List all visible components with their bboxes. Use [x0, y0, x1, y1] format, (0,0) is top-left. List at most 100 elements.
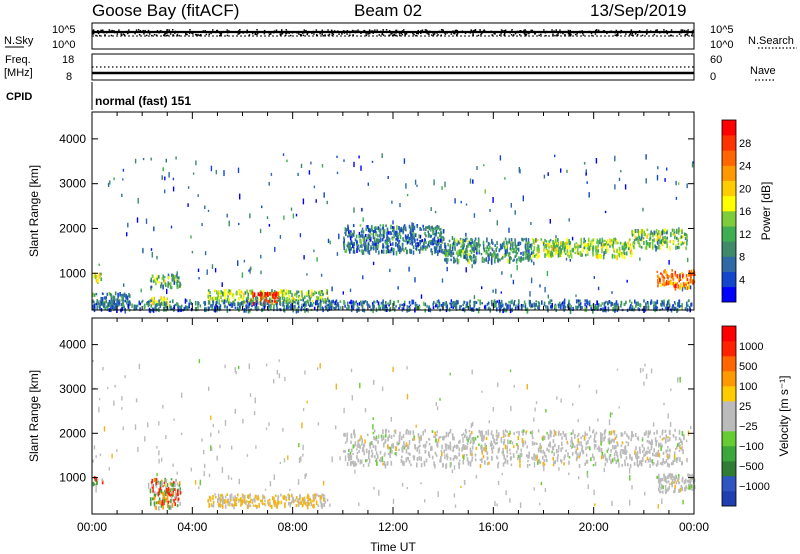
echo-cell	[562, 431, 564, 435]
nsky-point	[606, 32, 608, 35]
echo-cell	[370, 455, 373, 458]
echo-cell	[251, 299, 254, 303]
echo-cell	[622, 449, 624, 455]
echo-cell	[643, 447, 645, 452]
echo-cell	[440, 304, 443, 307]
echo-cell	[175, 274, 177, 280]
echo-cell	[259, 228, 262, 234]
echo-cell	[642, 207, 644, 212]
echo-cell	[543, 463, 546, 466]
echo-cell	[153, 477, 156, 482]
echo-cell	[516, 431, 518, 434]
echo-cell	[121, 295, 124, 299]
nsky-point	[285, 34, 287, 36]
echo-cell	[685, 246, 687, 251]
echo-cell	[495, 442, 497, 445]
nsky-point	[656, 29, 658, 31]
echo-cell	[208, 301, 211, 305]
echo-cell	[386, 229, 389, 234]
echo-cell	[169, 506, 171, 510]
echo-cell	[171, 277, 174, 282]
echo-cell	[448, 431, 451, 435]
echo-cell	[168, 276, 170, 280]
echo-cell	[576, 455, 579, 459]
echo-cell	[666, 307, 669, 311]
echo-cell	[383, 453, 386, 457]
echo-cell	[326, 305, 328, 310]
echo-cell	[477, 435, 479, 438]
echo-cell	[526, 454, 528, 457]
echo-cell	[345, 248, 348, 253]
echo-cell	[400, 458, 403, 463]
echo-cell	[324, 500, 326, 504]
echo-cell	[607, 248, 609, 253]
echo-cell	[238, 499, 240, 503]
echo-cell	[548, 449, 550, 453]
echo-cell	[307, 498, 310, 501]
echo-cell	[659, 442, 662, 447]
echo-cell	[160, 284, 162, 289]
echo-cell	[644, 459, 647, 463]
echo-cell	[394, 429, 397, 435]
echo-cell	[398, 244, 401, 249]
nsky-point	[524, 33, 527, 35]
nsky-point	[530, 29, 532, 32]
echo-cell	[122, 303, 125, 309]
nsky-point	[500, 33, 502, 35]
echo-cell	[610, 430, 613, 436]
echo-cell	[328, 299, 331, 303]
echo-cell	[217, 502, 220, 507]
echo-cell	[622, 242, 624, 245]
nsky-point	[357, 29, 359, 31]
echo-cell	[592, 238, 595, 242]
echo-cell	[308, 498, 311, 501]
echo-cell	[662, 277, 665, 283]
nsky-point	[319, 32, 321, 35]
echo-cell	[370, 246, 373, 250]
echo-cell	[475, 255, 477, 261]
echo-cell	[594, 440, 597, 443]
echo-cell	[395, 230, 397, 236]
echo-cell	[411, 241, 413, 246]
echo-cell	[540, 446, 543, 449]
echo-cell	[322, 493, 324, 499]
echo-cell	[646, 456, 649, 461]
echo-cell	[353, 250, 356, 254]
echo-cell	[315, 500, 318, 506]
echo-cell	[404, 234, 407, 239]
echo-cell	[277, 495, 279, 499]
echo-cell	[550, 299, 553, 302]
nsky-point	[365, 33, 367, 35]
echo-cell	[545, 249, 548, 255]
echo-cell	[167, 487, 170, 492]
nsky-point	[256, 33, 258, 36]
echo-cell	[585, 244, 587, 248]
echo-cell	[564, 298, 566, 305]
nsky-point	[631, 32, 634, 35]
echo-cell	[435, 240, 437, 244]
echo-cell	[513, 432, 515, 436]
echo-cell	[440, 236, 443, 240]
echo-cell	[538, 248, 540, 253]
echo-cell	[360, 435, 362, 440]
echo-cell	[452, 434, 454, 439]
echo-cell	[465, 247, 468, 253]
echo-cell	[588, 246, 591, 252]
echo-cell	[533, 453, 535, 459]
echo-cell	[686, 239, 688, 242]
echo-cell	[366, 459, 368, 462]
echo-cell	[409, 248, 411, 254]
echo-cell	[677, 474, 680, 477]
echo-cell	[344, 304, 346, 308]
echo-cell	[376, 461, 378, 466]
echo-cell	[295, 496, 298, 500]
echo-cell	[122, 297, 125, 301]
echo-cell	[310, 161, 312, 165]
echo-cell	[165, 284, 167, 287]
echo-cell	[353, 444, 356, 448]
echo-cell	[343, 241, 345, 245]
echo-cell	[659, 443, 661, 447]
echo-cell	[156, 255, 158, 260]
echo-cell	[358, 249, 361, 252]
echo-cell	[512, 259, 514, 262]
